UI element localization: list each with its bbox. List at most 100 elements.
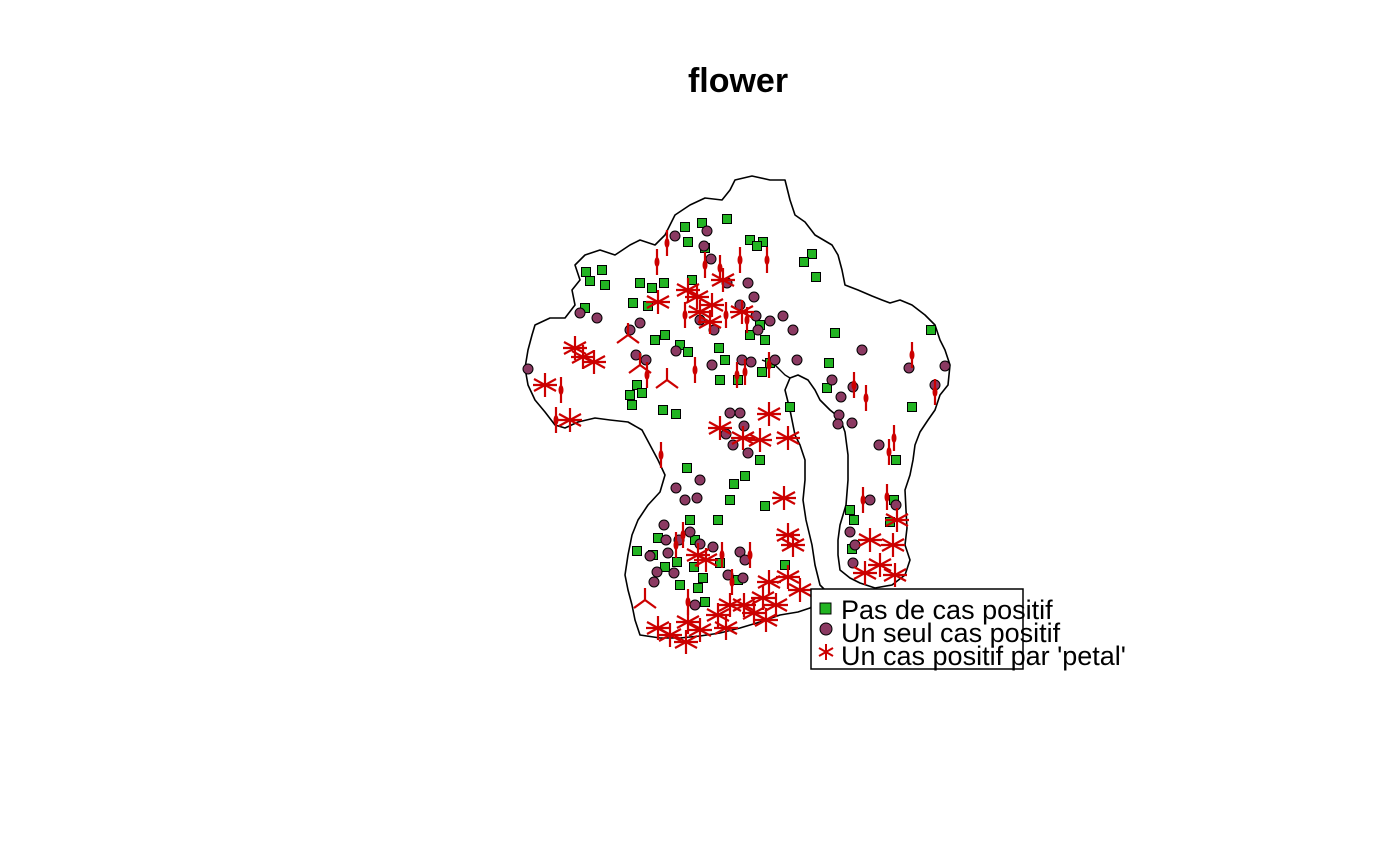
single-case-circle-marker — [847, 557, 859, 569]
multiple-case-petal-marker — [692, 357, 698, 383]
single-case-circle-marker — [522, 363, 534, 375]
multiple-case-petal-marker — [909, 342, 915, 368]
negative-square-marker — [625, 390, 635, 400]
single-case-circle-marker — [769, 354, 781, 366]
negative-square-marker — [740, 471, 750, 481]
negative-square-marker — [757, 367, 767, 377]
single-case-circle-marker — [742, 277, 754, 289]
multiple-case-petal-marker — [702, 252, 708, 278]
negative-square-marker — [715, 558, 725, 568]
multiple-case-petal-marker — [553, 407, 559, 433]
multiple-case-petal-marker — [633, 588, 657, 609]
negative-square-marker — [729, 479, 739, 489]
negative-square-marker — [658, 405, 668, 415]
single-case-circle-marker — [748, 291, 760, 303]
negative-square-marker — [600, 280, 610, 290]
multiple-case-petal-marker — [776, 565, 800, 589]
legend-box — [810, 588, 1024, 670]
multiple-case-petal-marker — [654, 249, 660, 275]
multiple-case-petal-marker — [719, 542, 725, 568]
single-case-circle-marker — [698, 240, 710, 252]
multiple-case-petal-marker — [788, 578, 812, 602]
single-case-circle-marker — [724, 407, 736, 419]
negative-square-marker — [693, 583, 703, 593]
single-case-circle-marker — [826, 374, 838, 386]
region-outline — [524, 175, 951, 639]
multiple-case-petal-marker — [717, 255, 723, 281]
single-case-circle-marker — [669, 230, 681, 242]
multiple-case-petal-marker — [886, 439, 892, 465]
negative-square-marker — [755, 455, 765, 465]
negative-square-marker — [745, 235, 755, 245]
multiple-case-petal-marker — [776, 523, 800, 547]
single-case-circle-marker — [694, 538, 706, 550]
single-case-circle-marker — [706, 359, 718, 371]
single-case-circle-marker — [737, 572, 749, 584]
single-case-circle-marker — [846, 417, 858, 429]
single-case-circle-marker — [864, 494, 876, 506]
multiple-case-petal-marker — [714, 616, 738, 640]
multiple-case-petal-marker — [764, 593, 788, 617]
negative-square-marker — [811, 272, 821, 282]
multiple-case-petal-marker — [676, 278, 700, 302]
negative-square-marker — [745, 330, 755, 340]
single-case-circle-marker — [833, 409, 845, 421]
multiple-case-petal-marker — [718, 593, 742, 617]
single-case-circle-marker — [634, 317, 646, 329]
multiple-case-petal-marker — [730, 300, 754, 324]
single-case-circle-marker — [764, 315, 776, 327]
single-case-circle-marker — [691, 492, 703, 504]
multiple-case-petal-marker — [673, 532, 679, 558]
multiple-case-petal-marker — [883, 563, 907, 587]
single-case-circle-marker — [791, 354, 803, 366]
negative-square-marker — [632, 546, 642, 556]
multiple-case-petal-marker — [680, 522, 686, 548]
negative-square-marker — [849, 515, 859, 525]
negative-square-marker — [581, 267, 591, 277]
multiple-case-petal-marker — [658, 442, 664, 468]
negative-square-marker — [824, 358, 834, 368]
multiple-case-petal-marker — [744, 307, 750, 333]
legend-square-icon — [819, 602, 832, 615]
multiple-case-petal-marker — [772, 486, 796, 510]
multiple-case-petal-marker — [708, 416, 732, 440]
negative-square-marker — [785, 402, 795, 412]
multiple-markers — [533, 230, 938, 654]
single-case-circle-marker — [777, 310, 789, 322]
legend-label-multiple: Un cas positif par 'petal' — [841, 641, 1126, 671]
negative-square-marker — [760, 501, 770, 511]
single-case-circle-marker — [684, 526, 696, 538]
multiple-case-petal-marker — [748, 428, 772, 452]
negative-square-marker — [698, 573, 708, 583]
multiple-case-petal-marker — [881, 533, 905, 557]
negative-square-marker — [713, 515, 723, 525]
single-case-circle-marker — [701, 225, 713, 237]
single-case-circle-marker — [689, 599, 701, 611]
multiple-case-petal-marker — [558, 408, 582, 432]
multiple-case-petal-marker — [682, 302, 688, 328]
multiple-case-petal-marker — [723, 302, 729, 328]
negative-square-marker — [628, 298, 638, 308]
negative-square-marker — [647, 283, 657, 293]
multiple-case-petal-marker — [851, 372, 857, 398]
negative-square-marker — [650, 335, 660, 345]
single-case-circle-marker — [658, 519, 670, 531]
multiple-case-petal-marker — [582, 350, 606, 374]
single-case-circle-marker — [742, 447, 754, 459]
negative-square-marker — [637, 388, 647, 398]
negative-square-marker — [660, 562, 670, 572]
negative-square-marker — [822, 383, 832, 393]
multiple-case-petal-marker — [729, 569, 735, 595]
multiple-case-petal-marker — [558, 377, 564, 403]
negative-square-marker — [675, 580, 685, 590]
negative-square-marker — [891, 455, 901, 465]
multiple-case-petal-marker — [711, 268, 735, 292]
negative-square-marker — [697, 218, 707, 228]
single-case-circle-marker — [832, 418, 844, 430]
single-case-circle-marker — [734, 407, 746, 419]
multiple-case-petal-marker — [664, 230, 670, 256]
single-case-circle-marker — [734, 546, 746, 558]
single-case-circle-marker — [939, 360, 951, 372]
